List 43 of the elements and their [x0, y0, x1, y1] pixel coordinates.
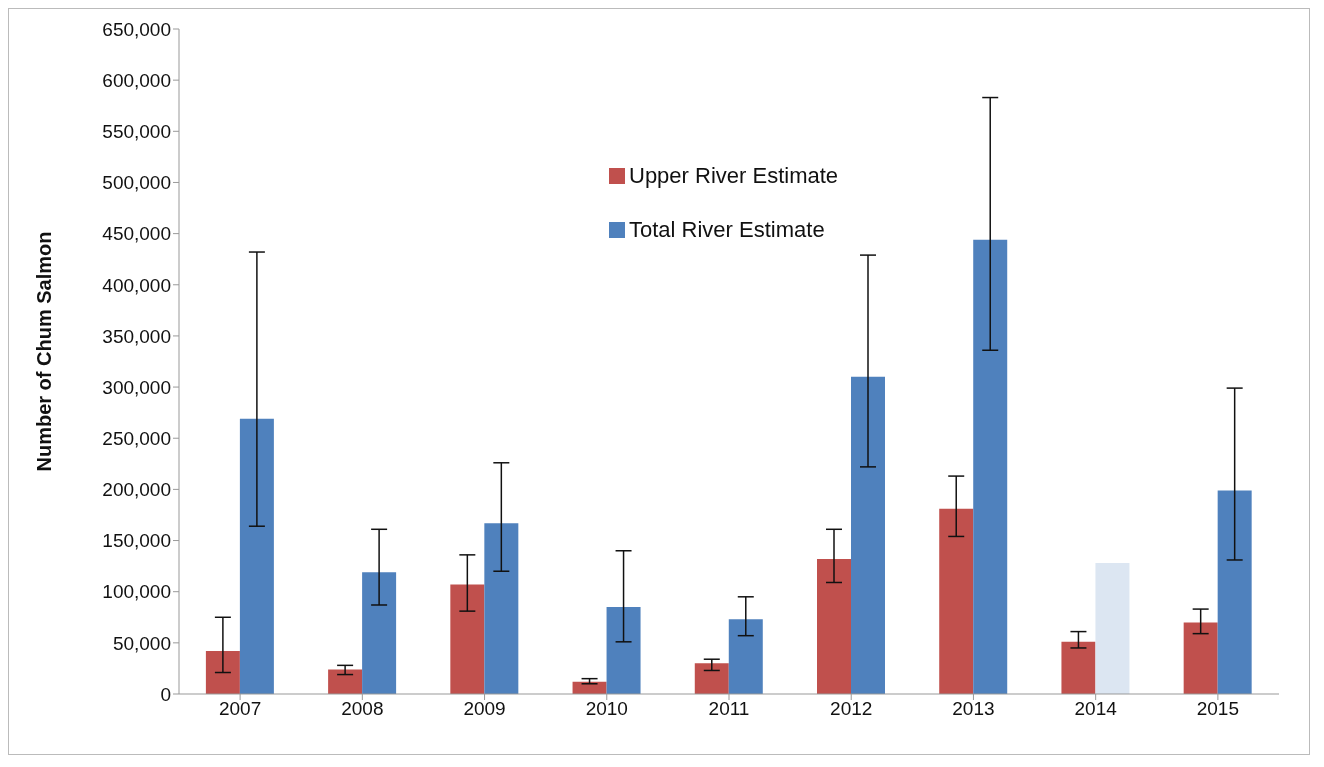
- y-tick-label: 500,000: [102, 172, 171, 194]
- x-tick-label: 2009: [463, 698, 506, 720]
- bar: [817, 558, 851, 694]
- bar: [450, 584, 485, 694]
- x-tick-label: 2011: [708, 698, 750, 720]
- y-tick-label: 150,000: [102, 530, 171, 552]
- y-tick-label: 0: [160, 683, 171, 705]
- bar: [1217, 490, 1252, 694]
- bar: [1061, 641, 1096, 694]
- y-tick-label: 100,000: [102, 581, 171, 603]
- bar: [484, 523, 519, 694]
- y-tick-label: 450,000: [102, 223, 171, 245]
- x-tick-label: 2013: [952, 698, 995, 720]
- y-tick-label: 50,000: [112, 632, 171, 654]
- bar: [239, 418, 274, 694]
- bar: [973, 239, 1008, 694]
- y-tick-label: 300,000: [102, 376, 171, 398]
- x-tick-label: 2014: [1074, 698, 1118, 720]
- legend-label: Upper River Estimate: [629, 162, 839, 190]
- x-tick-label: 2007: [218, 698, 262, 720]
- bar: [328, 669, 363, 694]
- y-tick-label: 400,000: [102, 274, 171, 296]
- y-tick-label: 250,000: [102, 427, 171, 449]
- x-tick-label: 2010: [585, 698, 628, 720]
- x-tick-label: 2015: [1196, 698, 1240, 720]
- legend-label: Total River Estimate: [629, 216, 825, 244]
- y-tick-label: 550,000: [102, 121, 171, 143]
- bar: [694, 663, 729, 694]
- bar: [1183, 622, 1218, 694]
- bar: [205, 651, 240, 694]
- bar: [939, 508, 974, 694]
- bar: [362, 572, 397, 694]
- bar: [851, 376, 885, 694]
- y-tick-label: 650,000: [102, 18, 171, 40]
- y-tick-label: 350,000: [102, 325, 171, 347]
- x-tick-label: 2012: [830, 698, 873, 720]
- bar: [728, 619, 763, 694]
- y-tick-label: 200,000: [102, 479, 171, 501]
- y-axis-title: Number of Chum Salmon: [33, 231, 56, 472]
- y-tick-label: 600,000: [102, 69, 171, 91]
- bar: [606, 607, 641, 694]
- x-tick-label: 2008: [341, 698, 384, 720]
- bar: [1095, 563, 1130, 694]
